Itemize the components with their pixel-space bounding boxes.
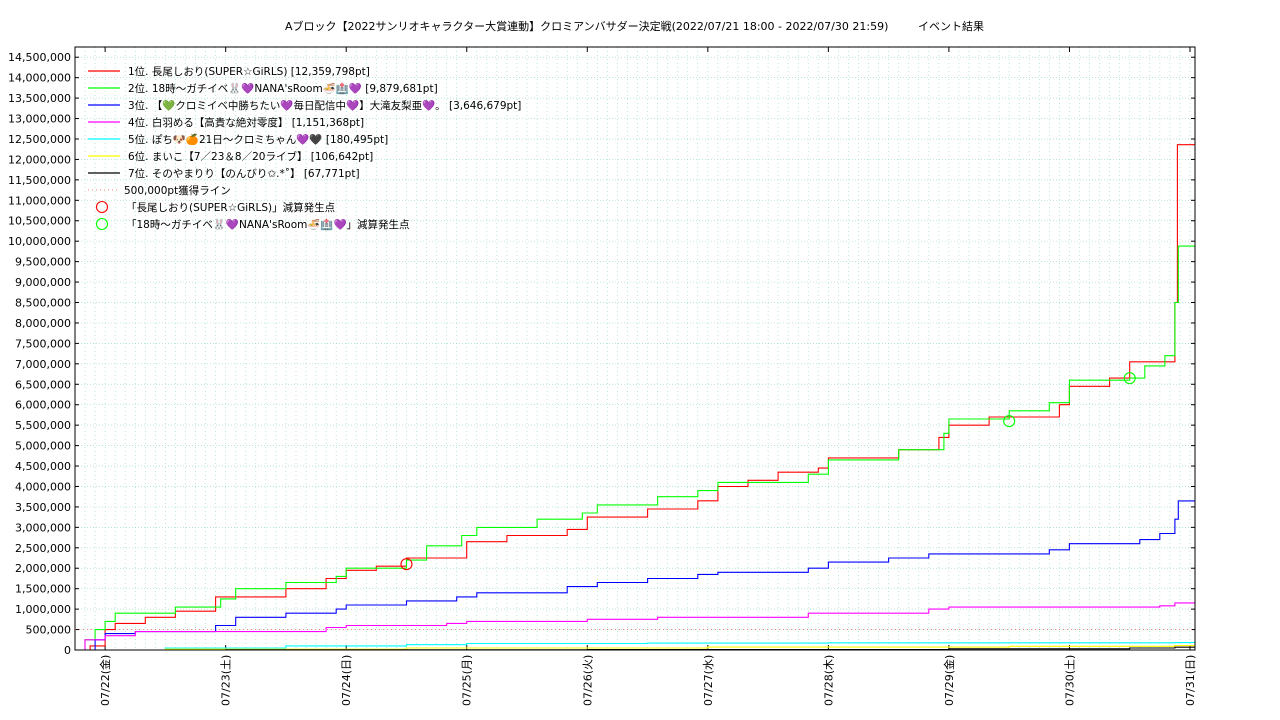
x-tick-label: 07/27(水) [702,655,715,706]
y-tick-label: 14,000,000 [8,72,71,85]
legend-label-4: 4位. 白羽める【高貴な絶対零度】 [1,151,368pt] [128,116,364,129]
y-tick-label: 12,500,000 [8,133,71,146]
series-line-1 [75,144,1195,651]
chart-subtitle: イベント結果 [918,19,984,33]
x-tick-label: 07/28(木) [822,655,835,706]
y-tick-label: 1,500,000 [15,583,71,596]
series-group [75,144,1195,651]
y-tick-label: 6,000,000 [15,399,71,412]
legend-label-7: 7位. そのやまりり【のんびり✩.*˚】 [67,771pt] [128,167,360,180]
y-tick-label: 7,500,000 [15,337,71,350]
marker-point-1 [400,558,413,571]
y-tick-label: 13,500,000 [8,92,71,105]
y-tick-label: 14,500,000 [8,51,71,64]
series-line-5 [75,642,1195,651]
series-line-6 [75,645,1195,651]
y-tick-label: 5,000,000 [15,440,71,453]
grid [75,47,1195,651]
legend-marker-2 [95,217,109,231]
legend-label-5: 5位. ぽち🐶🍊21日〜クロミちゃん💜🖤 [180,495pt] [128,133,388,146]
y-tick-label: 11,000,000 [8,194,71,207]
x-tick-label: 07/31(日) [1184,655,1197,706]
legend-label-1: 1位. 長尾しおり(SUPER☆GiRLS) [12,359,798pt] [128,65,370,78]
y-tick-label: 2,500,000 [15,542,71,555]
x-axis: 07/22(金) 07/23(土) 07/24(日) 07/25(月) 07/26(火)… [98,47,1197,706]
y-tick-label: 7,000,000 [15,358,71,371]
plot-frame [74,46,1196,651]
y-tick-label: 4,000,000 [15,480,71,493]
y-axis: 0 500,000 1,000,000 1,500,000 2,000,000 2,500… [8,51,1195,657]
chart-title: Aブロック【2022サンリオキャラクター大賞連動】クロミアンバサダー決定戦(20… [285,19,888,33]
x-tick-label: 07/24(日) [340,655,353,706]
y-tick-label: 9,000,000 [15,276,71,289]
y-tick-label: 9,500,000 [15,256,71,269]
legend-label-3: 3位. 【💚クロミイベ中勝ちたい💜毎日配信中💜】大滝友梨亜💜。 [3,646,6… [128,99,521,112]
x-tick-label: 07/29(金) [942,655,956,706]
x-tick-label: 07/25(月) [461,655,474,706]
y-tick-label: 12,000,000 [8,153,71,166]
markers-group [400,372,1136,571]
y-tick-label: 500,000 [26,624,72,637]
legend-label-2: 2位. 18時〜ガチイベ🐰💜NANA'sRoom🍜🏥💜 [9,879,681pt… [128,82,438,95]
y-tick-label: 2,000,000 [15,562,71,575]
y-tick-label: 5,500,000 [15,419,71,432]
legend: 1位. 長尾しおり(SUPER☆GiRLS) [12,359,798pt] 2位.… [88,65,521,231]
y-tick-label: 0 [64,644,71,657]
y-tick-label: 8,500,000 [15,297,71,310]
legend-label-6: 6位. まいこ【7／23＆8／20ライブ】 [106,642pt] [128,150,373,163]
y-tick-label: 6,500,000 [15,378,71,391]
marker-point-2 [1003,415,1016,428]
legend-label-reference: 500,000pt獲得ライン [124,184,231,197]
x-tick-label: 07/30(土) [1063,655,1076,706]
y-tick-label: 3,500,000 [15,501,71,514]
y-tick-label: 4,500,000 [15,460,71,473]
series-line-2 [75,245,1195,651]
y-tick-label: 10,500,000 [8,215,71,228]
x-tick-label: 07/22(金) [98,655,112,706]
y-tick-label: 11,500,000 [8,174,71,187]
y-tick-label: 10,000,000 [8,235,71,248]
y-tick-label: 8,000,000 [15,317,71,330]
legend-marker-1 [95,200,109,214]
y-tick-label: 1,000,000 [15,603,71,616]
x-tick-label: 07/23(土) [220,655,233,706]
x-tick-label: 07/26(火) [581,655,594,706]
y-tick-label: 3,000,000 [15,521,71,534]
legend-marker-label-2: 「18時〜ガチイベ🐰💜NANA'sRoom🍜🏥💜」減算発生点 [126,218,410,231]
y-tick-label: 13,000,000 [8,113,71,126]
marker-point-2 [1123,372,1136,385]
series-line-4 [75,602,1195,651]
legend-marker-label-1: 「長尾しおり(SUPER☆GiRLS)」減算発生点 [126,201,335,214]
series-line-3 [75,500,1195,651]
chart-title-group: Aブロック【2022サンリオキャラクター大賞連動】クロミアンバサダー決定戦(20… [285,19,984,33]
